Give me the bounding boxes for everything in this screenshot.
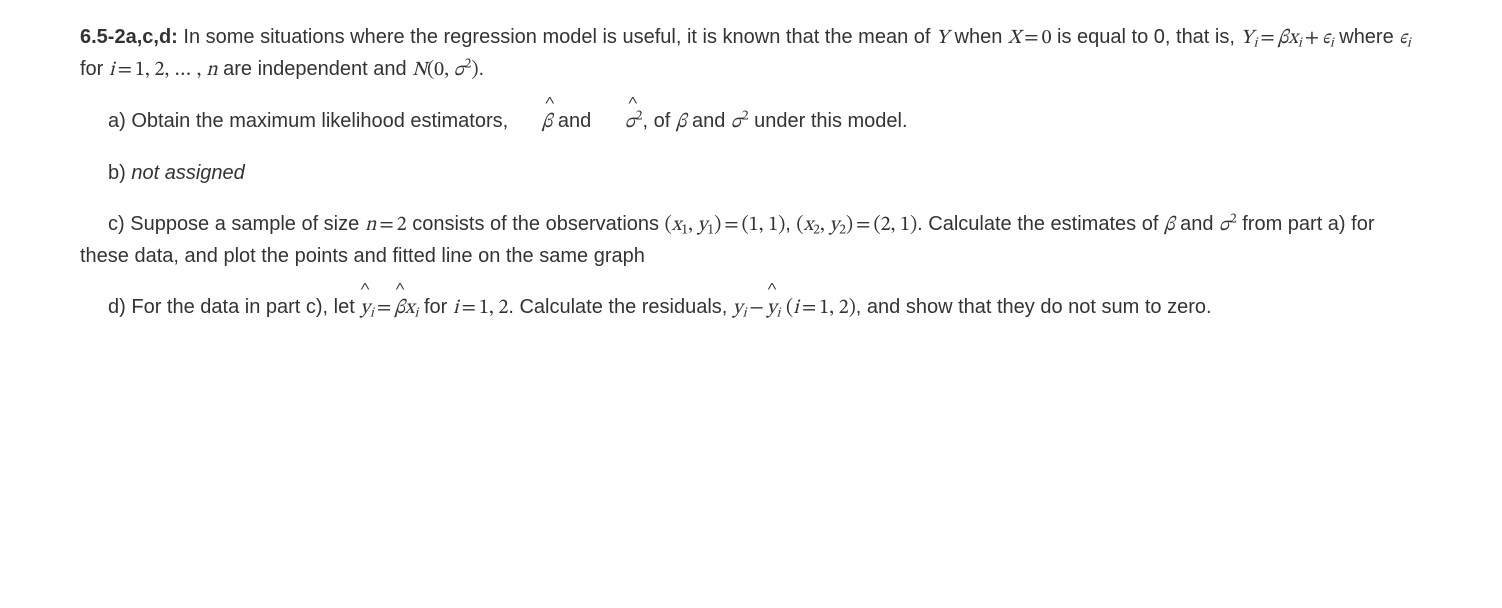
intro-text-2: when	[949, 26, 1008, 48]
part-a-and-2: and	[686, 110, 730, 132]
math-sigma2-2: σ2	[1219, 213, 1237, 235]
problem-label: 6.5-2a,c,d:	[80, 26, 178, 48]
part-d-text-2: for	[418, 296, 452, 318]
part-c: c) Suppose a sample of size n=2 consists…	[80, 209, 1422, 272]
math-n-eq-2: n=2	[365, 213, 407, 235]
intro-period: .	[478, 58, 484, 80]
part-a: a) Obtain the maximum likelihood estimat…	[80, 106, 1422, 138]
math-i-range: i=1, 2, … , n	[109, 58, 218, 80]
math-i-12-paren: (i=1, 2)	[786, 296, 856, 318]
math-beta: β	[676, 110, 687, 132]
part-b-label: b)	[108, 162, 126, 184]
part-c-text-1: Suppose a sample of size	[125, 213, 365, 235]
math-beta-hat: β	[514, 110, 553, 132]
part-d-text-1: For the data in part c), let	[126, 296, 361, 318]
part-b: b) not assigned	[80, 158, 1422, 189]
part-d-label: d)	[108, 296, 126, 318]
problem-intro: 6.5-2a,c,d: In some situations where the…	[80, 22, 1422, 86]
intro-text-4: where	[1334, 26, 1400, 48]
math-i-12: i=1, 2	[453, 296, 509, 318]
intro-text-1: In some situations where the regression …	[178, 26, 936, 48]
part-d: d) For the data in part c), let yi=βxi f…	[80, 292, 1422, 324]
part-d-text-4: , and show that they do not sum to zero.	[856, 296, 1212, 318]
part-a-text-1: Obtain the maximum likelihood estimators…	[126, 110, 514, 132]
math-Y: Y	[936, 28, 949, 48]
part-c-text-2: consists of the observations	[407, 213, 665, 235]
math-pt1: (x1, y1)=(1, 1)	[665, 213, 786, 235]
intro-text-3: is equal to 0, that is,	[1051, 26, 1240, 48]
math-pt2: (x2, y2)=(2, 1)	[796, 213, 917, 235]
part-a-text-2: , of	[642, 110, 675, 132]
math-sigma2: σ2	[731, 110, 749, 132]
math-yhat-def: yi=βxi	[360, 296, 418, 318]
part-d-text-3: . Calculate the residuals,	[508, 296, 733, 318]
part-c-text-3: . Calculate the estimates of	[917, 213, 1164, 235]
math-dist: N(0, σ2)	[412, 58, 478, 80]
part-a-label: a)	[108, 110, 126, 132]
part-b-text: not assigned	[126, 162, 245, 184]
math-resid: yi−yi	[733, 296, 781, 318]
part-a-and-1: and	[552, 110, 596, 132]
part-c-label: c)	[108, 213, 125, 235]
math-eps-i: ϵi	[1399, 26, 1410, 48]
part-a-text-3: under this model.	[749, 110, 908, 132]
math-model: Yi=βxi+ϵi	[1240, 26, 1333, 48]
intro-text-6: are independent and	[218, 58, 413, 80]
math-beta-2: β	[1164, 213, 1175, 235]
part-c-sep: ,	[785, 213, 796, 235]
math-sigma2-hat: σ2	[597, 110, 643, 132]
part-c-and: and	[1175, 213, 1219, 235]
intro-text-5: for	[80, 58, 109, 80]
math-X-eq-0: X=0	[1008, 26, 1052, 48]
